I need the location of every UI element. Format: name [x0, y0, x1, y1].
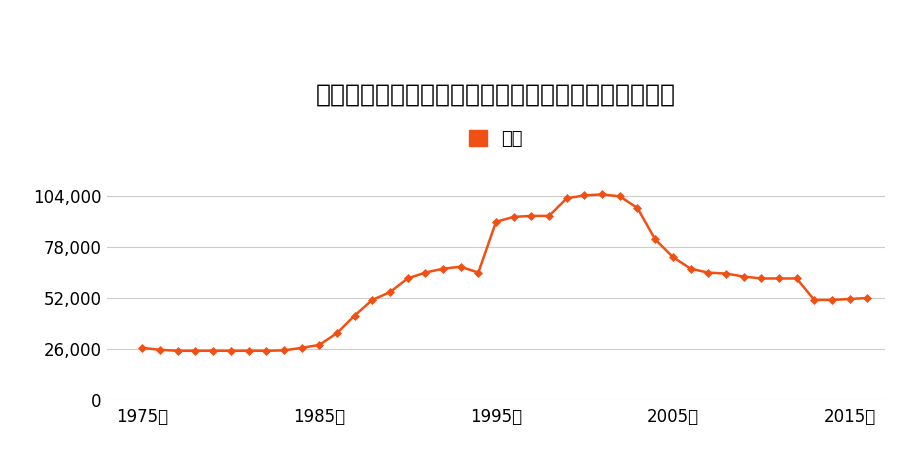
Legend: 価格: 価格 — [469, 130, 523, 148]
Title: 兵庫県揖保郡太子町東保字宗田１１２番５の地価推移: 兵庫県揖保郡太子町東保字宗田１１２番５の地価推移 — [316, 82, 676, 107]
